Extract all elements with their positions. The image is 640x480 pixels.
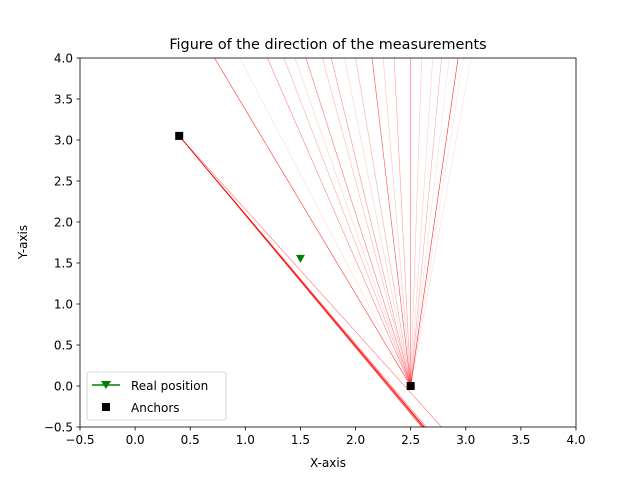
measurement-line bbox=[178, 135, 422, 427]
y-tick-label: 3.0 bbox=[54, 133, 73, 147]
measurement-line bbox=[410, 58, 434, 387]
x-tick-label: 0.0 bbox=[126, 433, 145, 447]
measurement-line bbox=[214, 58, 411, 387]
x-tick-label: 0.5 bbox=[181, 433, 200, 447]
measurement-line bbox=[267, 58, 411, 387]
x-tick-label: 3.5 bbox=[511, 433, 530, 447]
anchor-marker bbox=[406, 382, 415, 390]
y-tick-label: 1.5 bbox=[54, 256, 73, 270]
y-tick-label: 0.5 bbox=[54, 338, 73, 352]
measurement-line bbox=[322, 58, 411, 387]
measurement-line bbox=[410, 58, 459, 387]
x-tick-label: 1.0 bbox=[236, 433, 255, 447]
y-tick-label: 0.0 bbox=[54, 379, 73, 393]
measurement-line bbox=[410, 58, 472, 387]
y-tick-label: −0.5 bbox=[44, 420, 73, 434]
y-axis-ticks: −0.5 0.0 0.5 1.0 1.5 2.0 2.5 3.0 3.5 4.0 bbox=[44, 51, 80, 434]
legend-real-position-label: Real position bbox=[131, 379, 208, 393]
y-tick-label: 1.0 bbox=[54, 297, 73, 311]
anchor-marker bbox=[175, 131, 184, 140]
x-axis-label: X-axis bbox=[310, 456, 346, 470]
x-tick-label: −0.5 bbox=[65, 433, 94, 447]
legend: Real position Anchors bbox=[86, 371, 227, 421]
y-tick-label: 4.0 bbox=[54, 51, 73, 65]
measurement-line bbox=[178, 135, 427, 427]
x-tick-label: 1.5 bbox=[291, 433, 310, 447]
y-axis-label: Y-axis bbox=[16, 225, 30, 260]
y-tick-label: 2.5 bbox=[54, 174, 73, 188]
x-tick-label: 3.0 bbox=[456, 433, 475, 447]
measurement-line bbox=[331, 58, 411, 387]
x-tick-label: 2.0 bbox=[346, 433, 365, 447]
legend-real-position-marker bbox=[101, 381, 111, 389]
data-markers bbox=[175, 131, 415, 390]
chart-title: Figure of the direction of the measureme… bbox=[169, 37, 486, 53]
y-tick-label: 2.0 bbox=[54, 215, 73, 229]
measurement-line bbox=[344, 58, 411, 387]
legend-box bbox=[86, 371, 227, 421]
y-tick-label: 3.5 bbox=[54, 92, 73, 106]
x-axis-ticks: −0.5 0.0 0.5 1.0 1.5 2.0 2.5 3.0 3.5 4.0 bbox=[65, 427, 586, 447]
x-tick-label: 2.5 bbox=[401, 433, 420, 447]
measurement-line bbox=[355, 58, 411, 387]
legend-anchors-marker bbox=[102, 403, 110, 411]
measurement-line bbox=[410, 58, 442, 387]
measurement-line bbox=[382, 58, 411, 387]
measurement-line bbox=[294, 58, 411, 387]
plot-frame bbox=[79, 57, 577, 428]
real-position-marker bbox=[295, 254, 305, 263]
measurement-line bbox=[371, 58, 411, 387]
measurement-line bbox=[410, 58, 450, 387]
legend-anchors-label: Anchors bbox=[131, 401, 180, 415]
x-tick-label: 4.0 bbox=[566, 433, 585, 447]
measurement-line bbox=[178, 135, 442, 427]
measurement-line bbox=[305, 58, 411, 387]
measurement-lines bbox=[178, 58, 472, 427]
measurement-line bbox=[239, 58, 411, 387]
measurement-line bbox=[393, 58, 411, 387]
measurement-line bbox=[410, 58, 464, 387]
measurement-line bbox=[283, 58, 411, 387]
measurement-line bbox=[410, 58, 422, 387]
